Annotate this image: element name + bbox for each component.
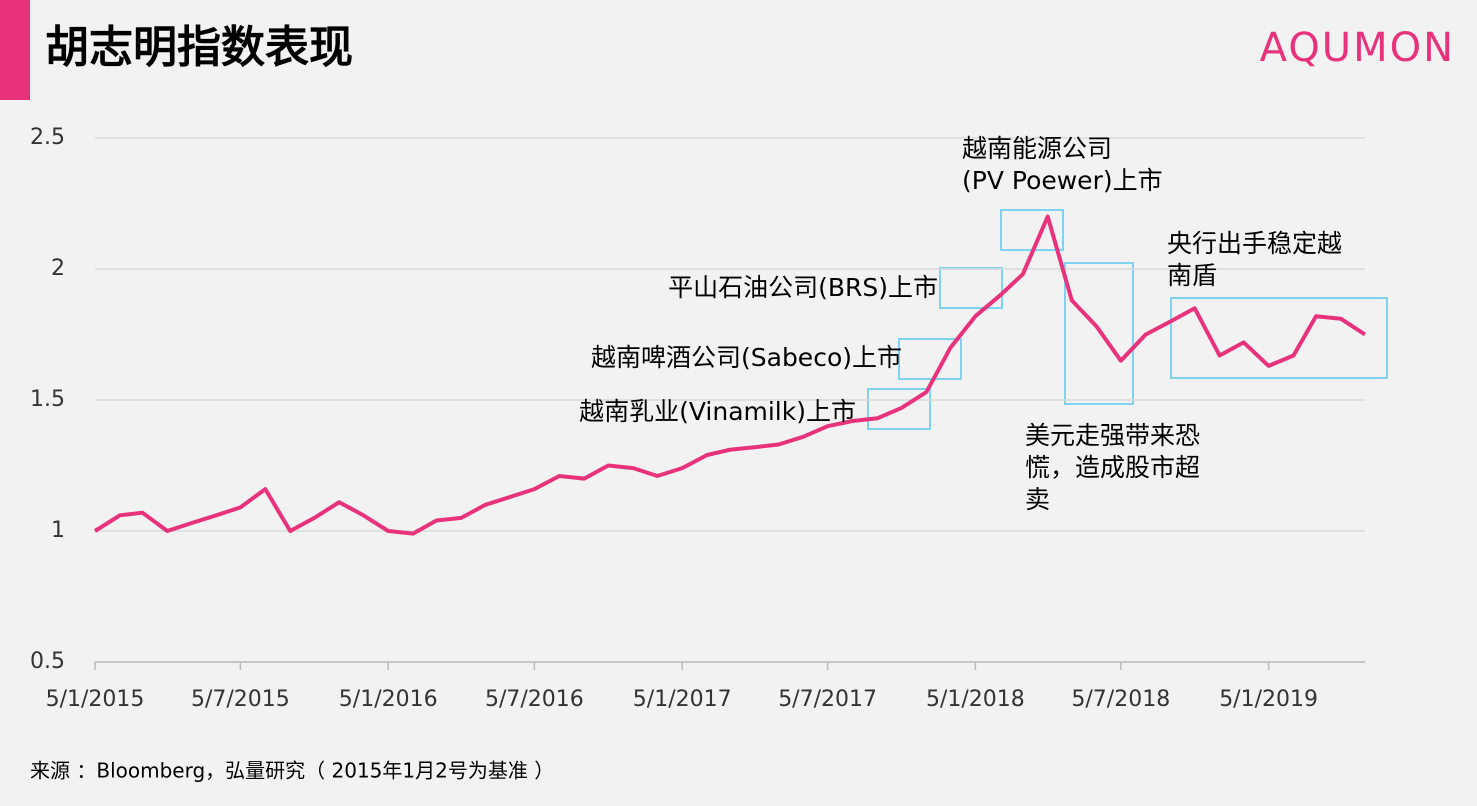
- annotation: 卖: [1025, 485, 1050, 514]
- x-tick-label: 5/7/2018: [1071, 687, 1170, 712]
- series-line: [93, 214, 1367, 536]
- annotation-box: [867, 388, 931, 430]
- annotation: 越南啤酒公司(Sabeco)上市: [591, 343, 902, 372]
- logo: AQUMON: [1260, 25, 1455, 71]
- annotation: 越南乳业(Vinamilk)上市: [579, 397, 856, 426]
- x-tick-label: 5/7/2017: [778, 687, 877, 712]
- annotation: 美元走强带来恐: [1025, 421, 1200, 450]
- x-tick-label: 5/1/2016: [339, 687, 438, 712]
- annotation: 央行出手稳定越: [1167, 229, 1342, 258]
- title-accent: [0, 0, 30, 100]
- y-tick-label: 1: [51, 518, 65, 543]
- annotation: 越南能源公司: [962, 134, 1112, 163]
- annotation-box: [898, 338, 962, 380]
- y-tick-label: 2: [51, 256, 65, 281]
- annotation-box: [939, 267, 1003, 309]
- x-tick-label: 5/1/2019: [1219, 687, 1318, 712]
- annotation: (PV Poewer)上市: [962, 166, 1163, 195]
- y-tick-label: 1.5: [30, 387, 65, 412]
- x-tick-label: 5/1/2015: [46, 687, 145, 712]
- annotation: 南盾: [1167, 261, 1217, 290]
- y-tick-label: 0.5: [30, 649, 65, 674]
- source-note: 来源 ：Bloomberg，弘量研究（ 2015年1月2号为基准 ）: [30, 759, 554, 783]
- annotation: 慌，造成股市超: [1025, 453, 1200, 482]
- x-tick-label: 5/1/2018: [926, 687, 1025, 712]
- annotation: 平山石油公司(BRS)上市: [668, 273, 938, 302]
- x-tick-label: 5/7/2016: [485, 687, 584, 712]
- annotation-box: [1064, 262, 1134, 405]
- page-title: 胡志明指数表现: [45, 22, 353, 73]
- x-tick-label: 5/1/2017: [633, 687, 732, 712]
- x-tick-label: 5/7/2015: [191, 687, 290, 712]
- annotation-box: [1170, 297, 1388, 379]
- y-tick-label: 2.5: [30, 125, 65, 150]
